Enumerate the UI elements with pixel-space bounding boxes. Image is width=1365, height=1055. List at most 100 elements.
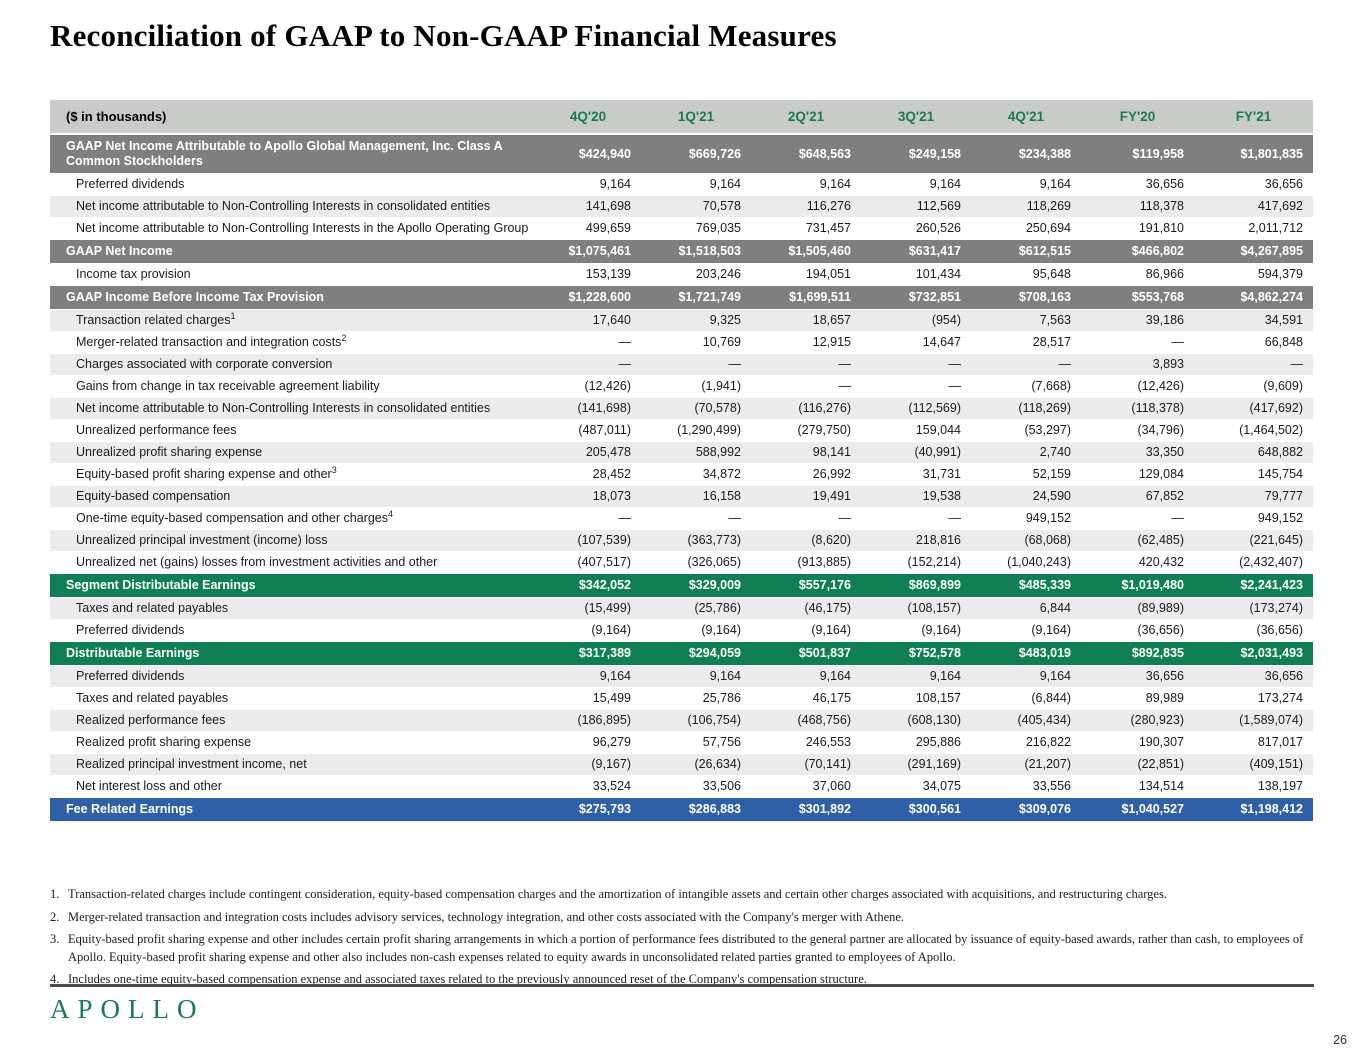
cell-value: 26,992 [812,467,851,481]
cell-value: 118,269 [1026,199,1071,213]
row-label: Net income attributable to Non-Controlli… [76,198,491,213]
cell-value: 129,084 [1138,467,1184,481]
cell-value: 9,164 [709,669,741,683]
cell-value: (34,796) [1137,423,1184,437]
cell-value: (8,620) [811,533,851,547]
cell-value: $557,176 [798,578,851,592]
cell-value: (68,068) [1024,533,1071,547]
cell-value: $294,059 [688,646,741,660]
cell-value: (608,130) [907,713,961,727]
row-label: GAAP Income Before Income Tax Provision [66,289,324,304]
cell-value: (173,274) [1249,601,1303,615]
row-label: Net income attributable to Non-Controlli… [76,400,491,415]
cell-value: 36,656 [1264,177,1303,191]
cell-value: — [838,511,852,525]
cell-value: (116,276) [798,401,851,415]
cell-value: 205,478 [585,445,631,459]
cell-value: 9,164 [929,669,961,683]
cell-value: (363,773) [687,533,741,547]
cell-value: 9,164 [1039,177,1071,191]
footer-divider [50,984,1314,987]
table-row: Net interest loss and other 33,524 33,506 3… [50,775,1313,797]
cell-value: (36,656) [1137,623,1184,637]
cell-value: (405,434) [1017,713,1071,727]
section-row: GAAP Net Income Attributable to Apollo G… [50,134,1313,173]
footnote-text: Transaction-related charges include cont… [68,887,1167,901]
cell-value: 250,694 [1025,221,1071,235]
footnote: 2. Merger-related transaction and integr… [50,909,1314,927]
cell-value: 216,822 [1025,735,1071,749]
cell-value: $1,721,749 [678,290,741,304]
table-body: GAAP Net Income Attributable to Apollo G… [50,134,1313,821]
table-row: Preferred dividends (9,164) (9,164) (9,164)… [50,619,1313,641]
row-label: Net income attributable to Non-Controlli… [76,220,529,235]
cell-value: $708,163 [1018,290,1071,304]
footnote-text: Equity-based profit sharing expense and … [68,932,1304,964]
cell-value: 36,656 [1145,177,1184,191]
cell-value: 86,966 [1145,267,1184,281]
cell-value: 37,060 [812,779,851,793]
cell-value: 98,141 [812,445,851,459]
section-row: Distributable Earnings $317,389 $294,059 $5… [50,641,1313,665]
units-label: ($ in thousands) [50,100,535,135]
cell-value: $669,726 [688,146,741,161]
cell-value: (152,214) [907,555,961,569]
cell-value: — [1290,357,1304,371]
cell-value: (913,885) [797,555,851,569]
cell-value: (36,656) [1256,623,1303,637]
cell-value: (326,065) [687,555,741,569]
table-row: Income tax provision 153,139 203,246 194,05… [50,263,1313,285]
table-row: Unrealized net (gains) losses from inves… [50,551,1313,573]
cell-value: (89,989) [1137,601,1184,615]
table-row: Preferred dividends 9,164 9,164 9,164 9,164 9… [50,665,1313,687]
table-header-row: ($ in thousands) 4Q'20 1Q'21 2Q'21 3Q'21… [50,100,1313,135]
cell-value: (6,844) [1031,691,1071,705]
row-label: GAAP Net Income [66,243,173,258]
cell-value: 949,152 [1025,511,1071,525]
cell-value: (1,464,502) [1239,423,1303,437]
reconciliation-table: ($ in thousands) 4Q'20 1Q'21 2Q'21 3Q'21… [50,100,1313,822]
cell-value: 141,698 [585,199,631,213]
cell-value: $4,862,274 [1240,290,1303,304]
cell-value: 28,517 [1032,335,1071,349]
row-label: Taxes and related payables [76,600,229,615]
cell-value: $317,389 [578,646,631,660]
cell-value: (2,432,407) [1239,555,1303,569]
table-row: Transaction related charges1 17,640 9,325 1… [50,309,1313,331]
row-label: Realized principal investment income, ne… [76,756,307,771]
cell-value: 67,852 [1145,489,1184,503]
table-row: Charges associated with corporate conver… [50,353,1313,375]
cell-value: 6,844 [1039,601,1071,615]
footnote-text: Includes one-time equity-based compensat… [68,972,867,986]
cell-value: 7,563 [1039,313,1071,327]
cell-value: (468,756) [797,713,851,727]
cell-value: $424,940 [578,146,631,161]
cell-value: — [948,357,962,371]
cell-value: 420,432 [1138,555,1184,569]
cell-value: (417,692) [1249,401,1303,415]
footnote: 4. Includes one-time equity-based compen… [50,971,1314,989]
row-label: Income tax provision [76,266,191,281]
row-label: Equity-based compensation [76,488,231,503]
cell-value: $234,388 [1018,146,1071,161]
cell-value: 112,569 [916,199,961,213]
row-label: Unrealized net (gains) losses from inves… [76,554,438,569]
cell-value: — [618,511,632,525]
cell-value: (118,269) [1018,401,1071,415]
cell-value: $466,802 [1131,244,1184,258]
section-row: GAAP Income Before Income Tax Provision $… [50,285,1313,309]
cell-value: $612,515 [1018,244,1071,258]
cell-value: 19,538 [922,489,961,503]
cell-value: 9,325 [709,313,741,327]
row-label: Net interest loss and other [76,778,222,793]
cell-value: 34,075 [922,779,961,793]
cell-value: 594,379 [1257,267,1303,281]
cell-value: 159,044 [915,423,961,437]
cell-value: (106,754) [687,713,741,727]
table-row: Taxes and related payables 15,499 25,786 46… [50,687,1313,709]
section-row: GAAP Net Income $1,075,461 $1,518,503 $1,50… [50,239,1313,263]
cell-value: — [948,511,962,525]
cell-value: 89,989 [1145,691,1184,705]
cell-value: 34,591 [1264,313,1303,327]
cell-value: $4,267,895 [1240,244,1303,258]
